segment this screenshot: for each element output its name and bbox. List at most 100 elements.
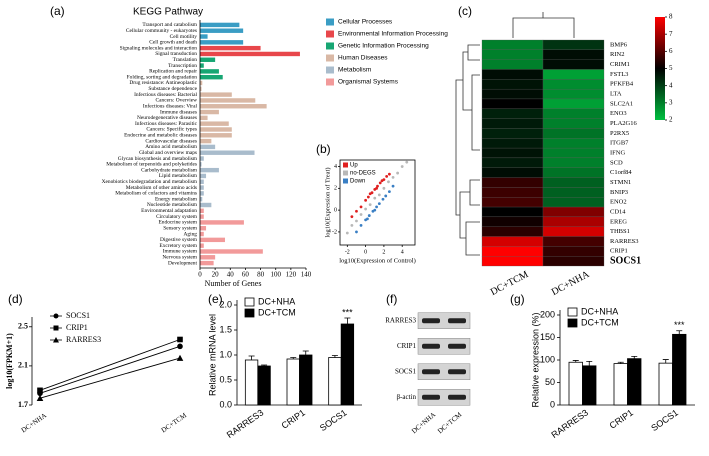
category-label: Replication and repair (149, 69, 197, 75)
legend-swatch (244, 308, 255, 318)
row-label: P2RX5 (610, 130, 629, 137)
bar (200, 255, 216, 260)
heatmap-cell (481, 98, 544, 109)
bar (200, 138, 212, 144)
bar (200, 45, 261, 51)
heatmap-cell (542, 69, 605, 80)
heatmap-cell (542, 39, 605, 50)
point (367, 214, 371, 217)
error-bar (290, 357, 297, 359)
legend-label: Metabolism (338, 67, 371, 74)
category-label: Development (168, 260, 198, 266)
bar (200, 104, 267, 109)
bar (200, 74, 223, 80)
bar (257, 365, 271, 406)
x-tick-label: 20 (212, 271, 220, 279)
row-label: SCD (610, 159, 623, 166)
row-label: LTA (610, 91, 622, 98)
point (387, 190, 391, 194)
legend-marker (53, 313, 59, 319)
bar (244, 359, 259, 406)
point (377, 193, 381, 197)
category-label: Signaling molecules and interaction (120, 45, 198, 51)
x-tick-label: RARRES3 (225, 407, 266, 440)
point (380, 179, 384, 183)
bar (200, 162, 202, 167)
row-label: SLC2A1 (610, 100, 633, 107)
bar (200, 40, 244, 45)
y-tick-label: 150 (540, 332, 555, 342)
legend-swatch (343, 170, 348, 176)
row-label: BMP6 (610, 41, 628, 48)
point (391, 176, 395, 179)
row-label: RARRES3 (385, 316, 416, 324)
legend-label: Down (350, 179, 365, 185)
category-label: Carbohydrate metabolism (141, 167, 198, 173)
point (177, 336, 183, 343)
heatmap-cell (542, 49, 605, 60)
error-bar (586, 360, 593, 366)
blot-strip (417, 363, 471, 380)
y-tick-label: 2.1 (18, 361, 28, 370)
x-axis-label: Number of Genes (205, 279, 262, 288)
category-label: Sensory system (163, 225, 197, 231)
x-tick-label: 0 (198, 271, 202, 279)
heatmap-cell (481, 138, 544, 149)
point (359, 205, 363, 209)
point (350, 223, 354, 227)
category-label: Energy metabolism (155, 196, 198, 202)
y-tick-label: 0.0 (219, 399, 232, 409)
legend-label: Up (350, 163, 358, 169)
row-label: SOCS1 (610, 255, 641, 266)
point (368, 203, 372, 207)
bar (200, 133, 232, 138)
category-label: Nucleotide metabolism (147, 202, 198, 208)
y-tick-label: 50 (545, 377, 555, 387)
dendrogram (455, 12, 575, 256)
error-bar (572, 360, 579, 363)
point (405, 160, 409, 164)
point (345, 231, 349, 235)
category-label: Lipid metabolism (159, 173, 198, 179)
point (366, 195, 370, 199)
heatmap-cell (542, 138, 605, 149)
heatmap-cell (542, 256, 605, 267)
point (359, 213, 363, 216)
x-tick-label: CRIP1 (280, 407, 307, 430)
legend-swatch (326, 78, 334, 86)
row-label: STMN1 (610, 179, 631, 186)
category-label: Transcription (168, 63, 197, 69)
x-tick-label: 40 (227, 271, 235, 279)
point (376, 184, 379, 188)
error-bar (617, 361, 624, 364)
y-tick-label: 0 (334, 208, 337, 214)
bar (200, 208, 204, 214)
row-label: BNIP3 (610, 189, 628, 196)
legend-marker (53, 337, 59, 343)
panel-label: (g) (510, 292, 525, 306)
bar (200, 109, 219, 115)
bar (200, 127, 232, 132)
legend-label: DC+TCM (581, 317, 619, 327)
point (381, 197, 385, 201)
category-label: Metabolism of other amino acids (126, 184, 197, 191)
x-tick-label: 120 (286, 271, 297, 279)
legend-swatch (567, 307, 578, 317)
category-label: Global and overview maps (139, 150, 197, 156)
x-tick-label: 0 (364, 249, 367, 255)
category-label: Infectious diseases: Bacterial (134, 91, 197, 98)
category-label: Drug resistance: Antineoplastic (129, 80, 197, 86)
category-label: Aging (184, 231, 198, 237)
x-tick-label: -2 (345, 249, 350, 255)
heatmap-cell (542, 187, 605, 198)
bar (340, 323, 355, 406)
error-bar (676, 330, 683, 335)
x-tick-label: 80 (257, 271, 265, 279)
bar (658, 362, 673, 406)
bar (200, 196, 203, 202)
y-tick-label: -2 (332, 229, 337, 235)
row-label: PFKFB4 (610, 81, 634, 88)
colorbar-tick-label: 5 (669, 64, 673, 72)
row-label: β-actin (397, 393, 417, 401)
legend-label: Human Diseases (338, 55, 388, 62)
